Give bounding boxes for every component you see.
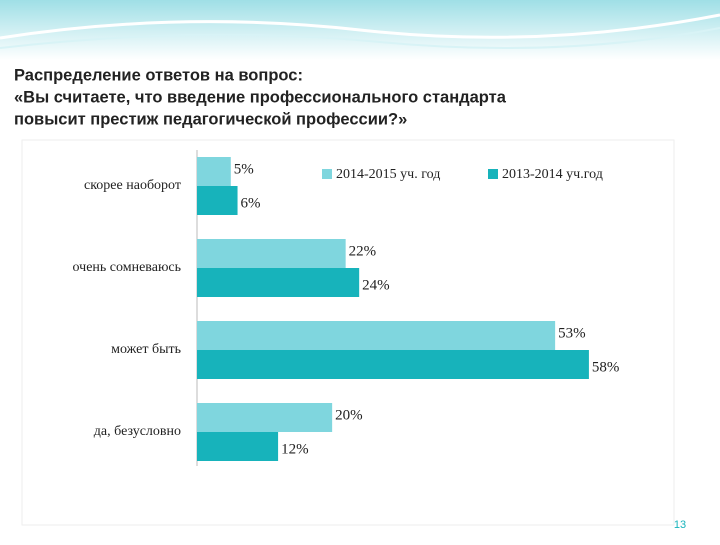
y-tick-label: да, безусловно xyxy=(94,424,181,439)
page-number: 13 xyxy=(674,519,686,531)
bar xyxy=(197,350,589,379)
data-label: 53% xyxy=(558,325,586,341)
data-label: 5% xyxy=(234,161,254,177)
bar xyxy=(197,403,333,432)
bar xyxy=(197,268,360,297)
bar xyxy=(197,321,556,350)
bar xyxy=(197,157,231,186)
chart-title: повысит престиж педагогической профессии… xyxy=(14,110,407,128)
legend-swatch xyxy=(488,169,498,179)
header-wave xyxy=(0,13,720,40)
bar xyxy=(197,186,238,215)
header-wave xyxy=(0,27,720,50)
bar xyxy=(197,432,279,461)
chart-title: Распределение ответов на вопрос: xyxy=(14,66,303,84)
data-label: 12% xyxy=(281,441,309,457)
data-label: 6% xyxy=(241,195,261,211)
legend-label: 2013-2014 уч.год xyxy=(502,167,603,182)
data-label: 22% xyxy=(349,243,377,259)
chart-title: «Вы считаете, что введение профессиональ… xyxy=(14,88,507,106)
y-tick-label: очень сомневаюсь xyxy=(73,260,181,275)
data-label: 20% xyxy=(335,407,363,423)
data-label: 24% xyxy=(362,277,390,293)
legend-label: 2014-2015 уч. год xyxy=(336,167,440,182)
y-tick-label: скорее наоборот xyxy=(84,178,181,193)
legend-swatch xyxy=(322,169,332,179)
bar xyxy=(197,239,346,268)
y-tick-label: может быть xyxy=(111,342,181,357)
data-label: 58% xyxy=(592,359,620,375)
